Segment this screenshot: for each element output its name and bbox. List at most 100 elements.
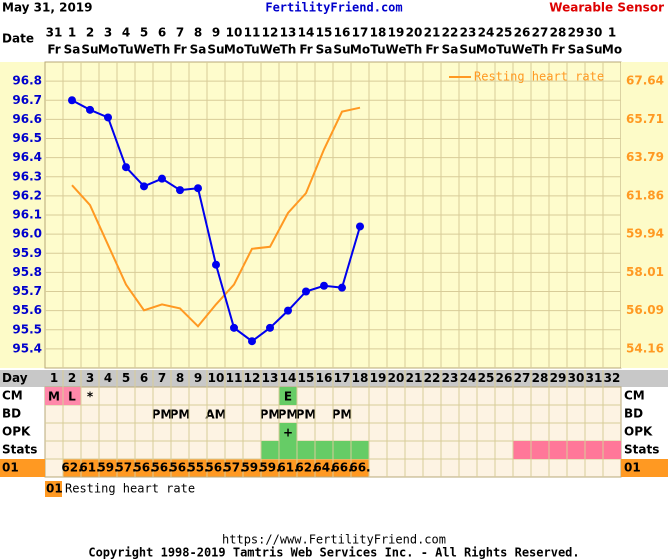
bd-text: PM — [260, 408, 281, 422]
stats-cell — [297, 441, 315, 459]
stats-cell — [585, 441, 603, 459]
y2-tick-label: 58.01 — [626, 265, 664, 279]
stats-cell — [333, 441, 351, 459]
row-label: Stats — [2, 443, 37, 457]
day-number: 4 — [104, 371, 112, 385]
day-number: 32 — [604, 371, 621, 385]
day-number: 20 — [388, 371, 405, 385]
stats-cell — [549, 441, 567, 459]
bd-text: PM — [278, 408, 299, 422]
temperature-point — [266, 323, 274, 332]
stats-cell — [315, 441, 333, 459]
y-tick-label: 96.8 — [12, 74, 42, 88]
weekday: Mo — [224, 43, 244, 57]
hr-value-label: 56. — [151, 461, 172, 475]
y-tick-label: 95.8 — [12, 265, 42, 279]
date-number: 1 — [608, 26, 616, 40]
hr-cell — [225, 459, 243, 477]
y2-tick-label: 65.71 — [626, 112, 664, 126]
legend-label: Resting heart rate — [474, 70, 604, 84]
hr-cell — [207, 459, 225, 477]
day-number: 3 — [86, 371, 94, 385]
cm-cell — [63, 387, 81, 405]
day-number: 14 — [280, 371, 297, 385]
date-number: 25 — [496, 26, 513, 40]
temperature-point — [212, 260, 220, 269]
hr-cell — [297, 459, 315, 477]
weekday: Mo — [602, 43, 622, 57]
hr-value-label: 66. — [331, 461, 352, 475]
y-tick-label: 96.7 — [12, 93, 42, 107]
weekday: Th — [154, 43, 171, 57]
date-number: 13 — [280, 26, 297, 40]
row-label: OPK — [2, 425, 31, 439]
hr-value-label: 59. — [97, 461, 118, 475]
y2-tick-label: 54.16 — [626, 341, 664, 355]
weekday: Fr — [47, 43, 60, 57]
day-number: 28 — [532, 371, 549, 385]
plot-right-area — [621, 62, 668, 368]
stats-cell — [351, 441, 369, 459]
footer-url: https://www.FertilityFriend.com — [222, 533, 446, 547]
weekday: Su — [207, 43, 224, 57]
y-tick-label: 95.9 — [12, 246, 42, 260]
temperature-point — [248, 337, 256, 346]
bd-text: AM — [205, 408, 226, 422]
weekday: Mo — [476, 43, 496, 57]
weekday: Sa — [64, 43, 81, 57]
hr-cell — [279, 459, 297, 477]
date-number: 3 — [104, 26, 112, 40]
weekday: Tu — [244, 43, 259, 57]
day-number: 8 — [176, 371, 184, 385]
hr-value-label: 55. — [187, 461, 208, 475]
date-number: 5 — [140, 26, 148, 40]
day-number: 12 — [244, 371, 261, 385]
day-row — [0, 370, 668, 387]
hr-row-label-right: 01 — [624, 461, 641, 475]
row-label-right: CM — [624, 389, 645, 403]
date-number: 26 — [514, 26, 531, 40]
date-number: 29 — [568, 26, 585, 40]
hr-label-box — [0, 459, 45, 477]
date-number: 19 — [388, 26, 405, 40]
date-label: Date — [2, 32, 34, 46]
weekday: Fr — [299, 43, 312, 57]
date-number: 28 — [550, 26, 567, 40]
weekday: Sa — [316, 43, 333, 57]
day-number: 24 — [460, 371, 477, 385]
weekday: Su — [585, 43, 602, 57]
stats-cell — [603, 441, 621, 459]
weekday: Fr — [173, 43, 186, 57]
date-number: 15 — [316, 26, 333, 40]
temperature-point — [284, 306, 292, 315]
temperature-point — [176, 186, 184, 195]
stats-cell — [261, 441, 279, 459]
date-number: 24 — [478, 26, 495, 40]
stats-cell — [567, 441, 585, 459]
day-number: 7 — [158, 371, 166, 385]
weekday: Su — [81, 43, 98, 57]
day-number: 26 — [496, 371, 513, 385]
cm-text: L — [68, 390, 76, 404]
opk-cell — [279, 423, 297, 441]
row-label-right: Stats — [624, 443, 659, 457]
hr-value-label: 64. — [313, 461, 334, 475]
bd-text: PM — [170, 408, 191, 422]
temperature-point — [68, 96, 76, 105]
y-tick-label: 95.5 — [12, 322, 42, 336]
weekday: Tu — [118, 43, 133, 57]
date-number: 9 — [212, 26, 220, 40]
day-number: 6 — [140, 371, 148, 385]
day-number: 16 — [316, 371, 333, 385]
bd-text: PM — [296, 408, 317, 422]
hr-cell — [171, 459, 189, 477]
temperature-point — [320, 281, 328, 290]
hr-value-label: 66. — [349, 461, 370, 475]
y2-tick-label: 56.09 — [626, 303, 664, 317]
date-number: 27 — [532, 26, 549, 40]
hr-value-label: 57. — [115, 461, 136, 475]
day-number: 31 — [586, 371, 603, 385]
date-number: 11 — [244, 26, 261, 40]
weekday: Su — [459, 43, 476, 57]
date-number: 16 — [334, 26, 351, 40]
